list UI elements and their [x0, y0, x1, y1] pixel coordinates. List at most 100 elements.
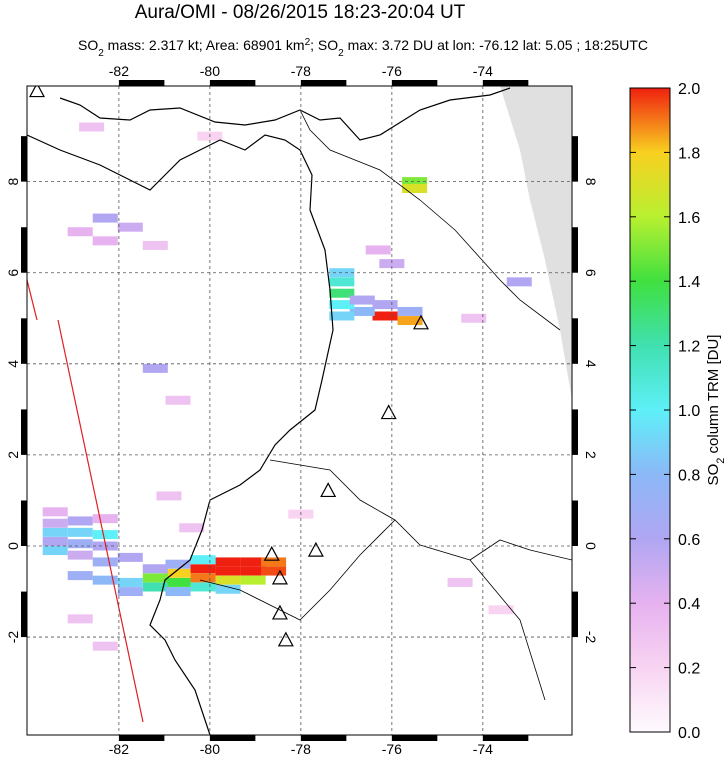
so2-pixel	[142, 363, 168, 373]
axes: -82 -82 -80 -80 -78 -78 -76 -76 -74 -74 -2 -2 0 0 2 2 4 4…	[5, 63, 599, 757]
volcanoes	[29, 86, 429, 647]
so2-pixel	[329, 277, 355, 287]
coastline	[59, 87, 511, 141]
colorbar-tick-label: 1.8	[678, 145, 700, 162]
x-tick-label: -74	[473, 63, 493, 79]
colorbar-tick-label: 0.2	[678, 661, 700, 678]
so2-pixel	[42, 536, 68, 546]
x-tick-label: -80	[200, 63, 220, 79]
so2-pixel	[261, 566, 287, 576]
so2-pixel	[447, 577, 473, 587]
frame-bar	[209, 735, 256, 741]
x-tick-label: -78	[291, 741, 311, 757]
frame-bar	[209, 80, 256, 86]
volcano	[271, 604, 288, 620]
so2-pixel	[261, 557, 287, 567]
so2-pixel	[379, 259, 405, 269]
frame-bar	[118, 80, 165, 86]
frame-bar	[300, 735, 347, 741]
so2-pixel	[42, 546, 68, 556]
volcano	[320, 482, 337, 498]
y-tick-label: 6	[583, 269, 599, 277]
so2-pixel	[165, 559, 191, 569]
colorbar	[629, 87, 671, 733]
so2-pixel	[190, 573, 216, 583]
so2-pixel	[117, 552, 143, 562]
so2-pixel	[92, 530, 118, 540]
colorbar-tick-label: 1.0	[678, 403, 700, 420]
subtitle-part: ; SO	[310, 37, 338, 53]
so2-pixel	[329, 288, 355, 298]
y-tick-label: 2	[5, 451, 21, 459]
so2-pixel	[165, 395, 191, 405]
so2-pixel	[67, 527, 93, 537]
colorbar-tick-label: 1.4	[678, 274, 700, 291]
x-tick-label: -82	[109, 63, 129, 79]
subtitle: SO2 mass: 2.317 kt; Area: 68901 km2; SO2…	[78, 37, 648, 59]
x-tick-label: -74	[473, 741, 493, 757]
so2-pixel	[42, 518, 68, 528]
subtitle-part: mass: 2.317 kt; Area: 68901 km	[104, 37, 305, 53]
so2-pixel	[117, 222, 143, 232]
so2-pixel	[190, 582, 216, 592]
so2-pixel	[67, 539, 93, 549]
frame-bar	[21, 409, 27, 455]
colorbar-label-part: column TRM [DU]	[705, 335, 722, 458]
so2-pixel	[329, 311, 355, 321]
subtitle-part: SO	[78, 37, 98, 53]
so2-pixel	[402, 183, 428, 193]
x-tick-label: -78	[291, 63, 311, 79]
so2-pixel	[67, 614, 93, 624]
so2-pixel	[240, 566, 266, 576]
country-border	[299, 109, 561, 331]
no-data-region	[500, 86, 572, 400]
colorbar-tick-label: 0.8	[678, 467, 700, 484]
swath-edge	[27, 279, 38, 321]
y-tick-label: -2	[5, 631, 21, 644]
so2-pixel	[92, 641, 118, 651]
frame-bar	[572, 500, 578, 546]
so2-pixel	[240, 575, 266, 585]
frame-bar	[21, 591, 27, 638]
x-tick-label: -76	[382, 63, 402, 79]
colorbar-ticks: 0.0 0.2 0.4 0.6 0.8 1.0 1.2 1.4 1.6 1.8 2.0	[630, 81, 700, 742]
x-tick-label: -80	[200, 741, 220, 757]
so2-pixel	[329, 300, 355, 310]
so2-pixel	[42, 507, 68, 517]
so2-pixel	[190, 555, 216, 565]
y-tick-label: 8	[583, 178, 599, 186]
volcano	[277, 631, 294, 647]
country-border	[469, 539, 572, 561]
frame-bar	[21, 136, 27, 182]
so2-pixel	[165, 577, 191, 587]
so2-pixel	[365, 245, 391, 255]
colorbar-tick-label: 1.2	[678, 339, 700, 356]
frame-bar	[21, 318, 27, 364]
so2-pixel	[240, 557, 266, 567]
so2-pixel	[179, 523, 205, 533]
y-tick-label: -2	[583, 631, 599, 644]
map-area	[27, 86, 572, 735]
so2-pixel	[488, 605, 514, 615]
so2-pixel	[79, 122, 105, 132]
title: Aura/OMI - 08/26/2015 18:23-20:04 UT	[135, 2, 466, 23]
colorbar-tick-label: 0.6	[678, 532, 700, 549]
so2-pixel	[42, 527, 68, 537]
x-tick-label: -82	[109, 741, 129, 757]
volcano	[307, 541, 324, 557]
colorbar-tick-label: 0.0	[678, 725, 700, 742]
y-tick-label: 8	[5, 178, 21, 186]
so2-pixel	[397, 306, 423, 316]
subtitle-part: 2	[338, 48, 344, 59]
y-tick-label: 4	[583, 360, 599, 368]
subtitle-part: 2	[305, 37, 311, 48]
volcano	[263, 545, 280, 561]
so2-pixel	[165, 568, 191, 578]
country-border	[269, 459, 546, 701]
map-background	[27, 86, 572, 735]
so2-pixel	[372, 311, 398, 321]
frame-bar	[391, 735, 438, 741]
so2-pixel	[67, 227, 93, 237]
y-tick-label: 2	[583, 451, 599, 459]
